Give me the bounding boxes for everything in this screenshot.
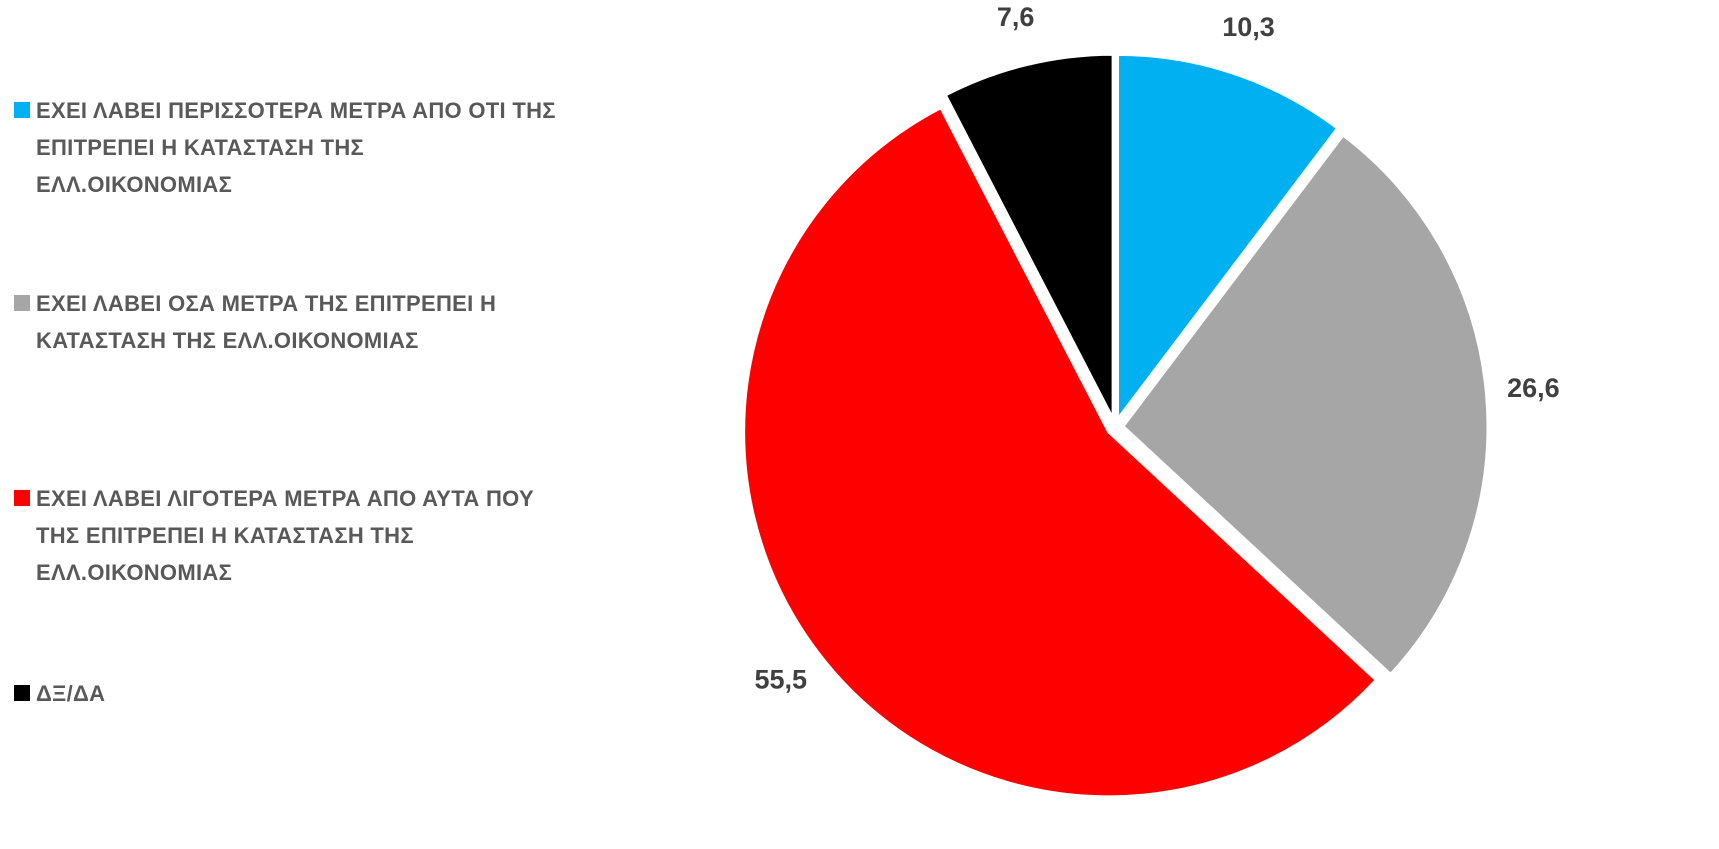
legend-swatch-fewer-measures — [14, 490, 30, 506]
legend-swatch-dont-know — [14, 685, 30, 701]
legend-item-dont-know: ΔΞ/ΔΑ — [14, 675, 556, 712]
pie-slice-more-measures — [1116, 52, 1340, 421]
legend-item-more-measures: ΕΧΕΙ ΛΑΒΕΙ ΠΕΡΙΣΣΟΤΕΡΑ ΜΕΤΡΑ ΑΠΟ ΟΤΙ ΤΗΣ… — [14, 92, 556, 203]
data-label-fewer-measures: 55,5 — [754, 664, 807, 694]
data-label-as-many-measures: 26,6 — [1507, 373, 1560, 403]
pie-slice-as-many-measures — [1121, 133, 1490, 676]
legend-swatch-as-many-measures — [14, 295, 30, 311]
data-label-more-measures: 10,3 — [1222, 12, 1275, 42]
legend-label-fewer-measures: ΕΧΕΙ ΛΑΒΕΙ ΛΙΓΟΤΕΡΑ ΜΕΤΡΑ ΑΠΟ ΑΥΤΑ ΠΟΥ Τ… — [36, 486, 534, 585]
legend-label-dont-know: ΔΞ/ΔΑ — [36, 681, 106, 706]
legend-item-as-many-measures: ΕΧΕΙ ΛΑΒΕΙ ΟΣΑ ΜΕΤΡΑ ΤΗΣ ΕΠΙΤΡΕΠΕΙ Η ΚΑΤ… — [14, 285, 556, 359]
legend-label-more-measures: ΕΧΕΙ ΛΑΒΕΙ ΠΕΡΙΣΣΟΤΕΡΑ ΜΕΤΡΑ ΑΠΟ ΟΤΙ ΤΗΣ… — [36, 98, 556, 197]
pie-slice-fewer-measures — [742, 106, 1378, 799]
pie-slice-dont-know — [943, 52, 1115, 421]
legend-label-as-many-measures: ΕΧΕΙ ΛΑΒΕΙ ΟΣΑ ΜΕΤΡΑ ΤΗΣ ΕΠΙΤΡΕΠΕΙ Η ΚΑΤ… — [36, 291, 497, 353]
legend: ΕΧΕΙ ΛΑΒΕΙ ΠΕΡΙΣΣΟΤΕΡΑ ΜΕΤΡΑ ΑΠΟ ΟΤΙ ΤΗΣ… — [0, 0, 600, 849]
legend-swatch-more-measures — [14, 102, 30, 118]
data-label-dont-know: 7,6 — [997, 2, 1035, 32]
legend-item-fewer-measures: ΕΧΕΙ ΛΑΒΕΙ ΛΙΓΟΤΕΡΑ ΜΕΤΡΑ ΑΠΟ ΑΥΤΑ ΠΟΥ Τ… — [14, 480, 556, 591]
